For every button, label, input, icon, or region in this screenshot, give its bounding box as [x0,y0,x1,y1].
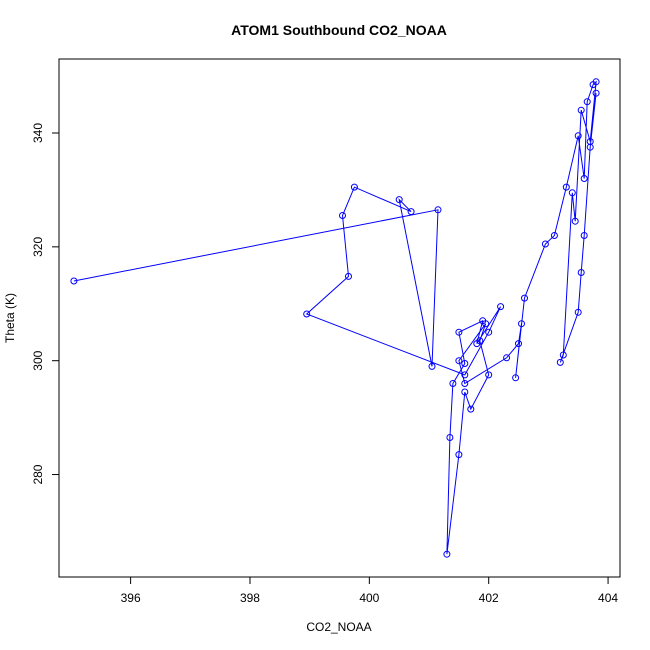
data-point [461,360,469,367]
data-point [497,303,505,311]
data-point [461,371,469,379]
data-point [583,98,591,106]
x-tick-label: 396 [121,591,141,605]
data-point [395,196,403,204]
data-point [568,189,576,197]
series-line [73,80,597,555]
data-point [476,337,484,345]
data-point [518,320,525,328]
x-axis: 396 398 400 402 404 [121,576,618,605]
data-point [467,405,475,413]
y-tick-label: 320 [31,237,45,257]
data-point [345,272,352,280]
chart-title: ATOM1 Southbound CO2_NOAA [231,22,447,38]
data-point [556,358,564,366]
data-point [455,451,463,459]
data-point [577,269,585,276]
data-point [350,183,358,191]
y-tick-label: 280 [31,464,45,484]
data-point [580,175,588,182]
x-tick-label: 402 [479,591,499,605]
x-tick-label: 398 [240,591,260,605]
data-point [428,362,436,370]
data-point [580,232,588,239]
data-point [461,380,469,387]
data-point [455,357,463,365]
data-point [559,351,567,359]
data-point [521,294,528,302]
data-point [515,340,522,348]
data-point [443,550,451,558]
data-point [407,208,415,216]
data-point [592,78,600,86]
data-point [303,310,311,318]
data-point [461,388,469,396]
series-layer [70,78,600,558]
x-axis-label: CO2_NOAA [306,620,371,634]
y-axis-label: Theta (K) [3,293,17,343]
data-point [482,320,490,328]
data-point [562,183,570,191]
data-point [434,206,442,214]
data-point [512,374,520,382]
data-point [550,232,558,239]
data-point [577,106,585,114]
y-axis: 280 300 320 340 [31,123,60,485]
data-point [541,240,549,248]
data-point [449,380,457,387]
data-point [446,434,454,441]
x-tick-label: 400 [359,591,379,605]
data-point [592,89,600,97]
data-point [571,217,579,225]
y-tick-label: 340 [31,123,45,143]
data-point [574,132,582,140]
plot-frame [58,58,621,578]
data-point [485,371,493,379]
y-tick-label: 300 [31,350,45,370]
data-point [574,308,582,316]
data-point [339,212,346,219]
data-point [586,143,594,151]
data-point [70,277,78,285]
data-point [503,354,511,362]
data-point [485,328,493,336]
data-point [455,328,463,336]
x-tick-label: 404 [598,591,618,605]
